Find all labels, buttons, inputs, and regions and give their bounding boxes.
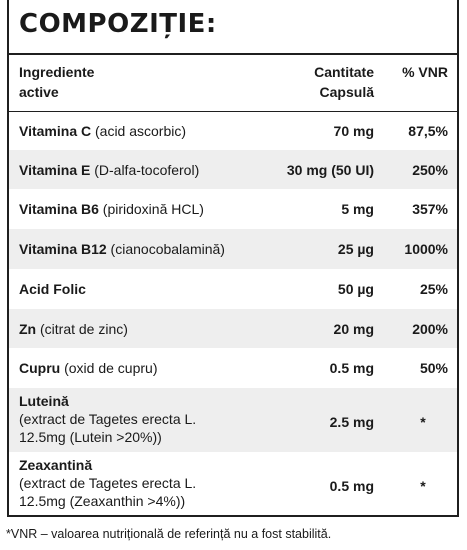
quantity-cell: 30 mg (50 UI) xyxy=(286,162,374,178)
header-ingredients-line-2: active xyxy=(19,84,59,100)
quantity-cell: 50 µg xyxy=(337,281,374,297)
ingredient-detail-line: (extract de Tagetes erecta L. xyxy=(19,411,197,427)
table-row: Vitamina C (acid ascorbic) 70 mg 87,5% xyxy=(9,112,457,150)
header-quantity: Cantitate Capsulă xyxy=(224,62,374,102)
ingredient-detail: (citrat de zinc) xyxy=(36,321,128,337)
table-row: Acid Folic 50 µg 25% xyxy=(9,269,457,309)
ingredient-detail: (oxid de cupru) xyxy=(60,360,158,376)
table-body: Vitamina C (acid ascorbic) 70 mg 87,5% Vita… xyxy=(9,112,457,515)
title-divider xyxy=(9,53,457,55)
header-quantity-line-2: Capsulă xyxy=(319,84,374,100)
ingredient-cell: Zn (citrat de zinc) xyxy=(19,320,267,338)
ingredient-cell: Zeaxantină (extract de Tagetes erecta L. 1… xyxy=(19,456,267,510)
table-row: Zn (citrat de zinc) 20 mg 200% xyxy=(9,309,457,348)
table-row: Vitamina B6 (piridoxină HCL) 5 mg 357% xyxy=(9,189,457,229)
table-row: Zeaxantină (extract de Tagetes erecta L. 1… xyxy=(9,452,457,515)
table-row: Vitamina B12 (cianocobalamină) 25 µg 1000% xyxy=(9,229,457,269)
vnr-cell: 200% xyxy=(412,321,448,337)
ingredient-cell: Acid Folic xyxy=(19,280,267,298)
header-ingredients-line-1: Ingrediente xyxy=(19,64,95,80)
ingredient-detail-line: 12.5mg (Zeaxanthin >4%)) xyxy=(19,493,186,509)
quantity-cell: 20 mg xyxy=(333,321,374,337)
vnr-cell: 50% xyxy=(419,360,448,376)
ingredient-name: Luteină xyxy=(19,393,69,409)
ingredient-name: Vitamina C xyxy=(19,123,92,139)
vnr-cell: * xyxy=(420,414,426,430)
footnote: *VNR – valoarea nutrițională de referinț… xyxy=(6,527,332,541)
ingredient-cell: Vitamina B6 (piridoxină HCL) xyxy=(19,200,267,218)
header-ingredients: Ingrediente active xyxy=(19,62,169,102)
ingredient-detail: (acid ascorbic) xyxy=(91,123,187,139)
header-quantity-line-1: Cantitate xyxy=(314,64,374,80)
ingredient-cell: Luteină (extract de Tagetes erecta L. 12.5… xyxy=(19,392,267,446)
vnr-cell: 25% xyxy=(419,281,448,297)
vnr-cell: 1000% xyxy=(404,241,448,257)
quantity-cell: 0.5 mg xyxy=(329,478,374,494)
ingredient-name: Zeaxantină xyxy=(19,457,93,473)
ingredient-cell: Vitamina C (acid ascorbic) xyxy=(19,122,267,140)
ingredient-detail: (cianocobalamină) xyxy=(106,241,225,257)
ingredient-name: Acid Folic xyxy=(19,281,86,297)
ingredient-name: Vitamina B12 xyxy=(19,241,107,257)
quantity-cell: 70 mg xyxy=(333,123,374,139)
ingredient-name: Cupru xyxy=(19,360,61,376)
quantity-cell: 2.5 mg xyxy=(329,414,374,430)
ingredient-cell: Vitamina B12 (cianocobalamină) xyxy=(19,240,267,258)
ingredient-name: Vitamina B6 xyxy=(19,201,99,217)
ingredient-cell: Vitamina E (D-alfa-tocoferol) xyxy=(19,161,267,179)
vnr-cell: 250% xyxy=(412,162,448,178)
ingredient-cell: Cupru (oxid de cupru) xyxy=(19,359,267,377)
table-row: Cupru (oxid de cupru) 0.5 mg 50% xyxy=(9,348,457,388)
header-divider xyxy=(9,111,457,112)
header-vnr: % VNR xyxy=(402,64,448,80)
table-row: Vitamina E (D-alfa-tocoferol) 30 mg (50 U… xyxy=(9,150,457,189)
composition-table-panel: COMPOZIȚIE: Ingrediente active Cantitate… xyxy=(7,0,459,517)
quantity-cell: 25 µg xyxy=(337,241,374,257)
quantity-cell: 0.5 mg xyxy=(329,360,374,376)
ingredient-name: Vitamina E xyxy=(19,162,91,178)
table-header: Ingrediente active Cantitate Capsulă % V… xyxy=(9,55,457,111)
ingredient-detail-line: (extract de Tagetes erecta L. xyxy=(19,475,197,491)
ingredient-detail: (piridoxină HCL) xyxy=(98,201,204,217)
vnr-cell: * xyxy=(420,478,426,494)
quantity-cell: 5 mg xyxy=(341,201,374,217)
ingredient-detail: (D-alfa-tocoferol) xyxy=(90,162,200,178)
ingredient-detail-line: 12.5mg (Lutein >20%)) xyxy=(19,429,162,445)
table-row: Luteină (extract de Tagetes erecta L. 12.5… xyxy=(9,388,457,452)
page-title: COMPOZIȚIE: xyxy=(19,9,217,39)
vnr-cell: 357% xyxy=(412,201,448,217)
vnr-cell: 87,5% xyxy=(408,123,448,139)
ingredient-name: Zn xyxy=(19,321,37,337)
